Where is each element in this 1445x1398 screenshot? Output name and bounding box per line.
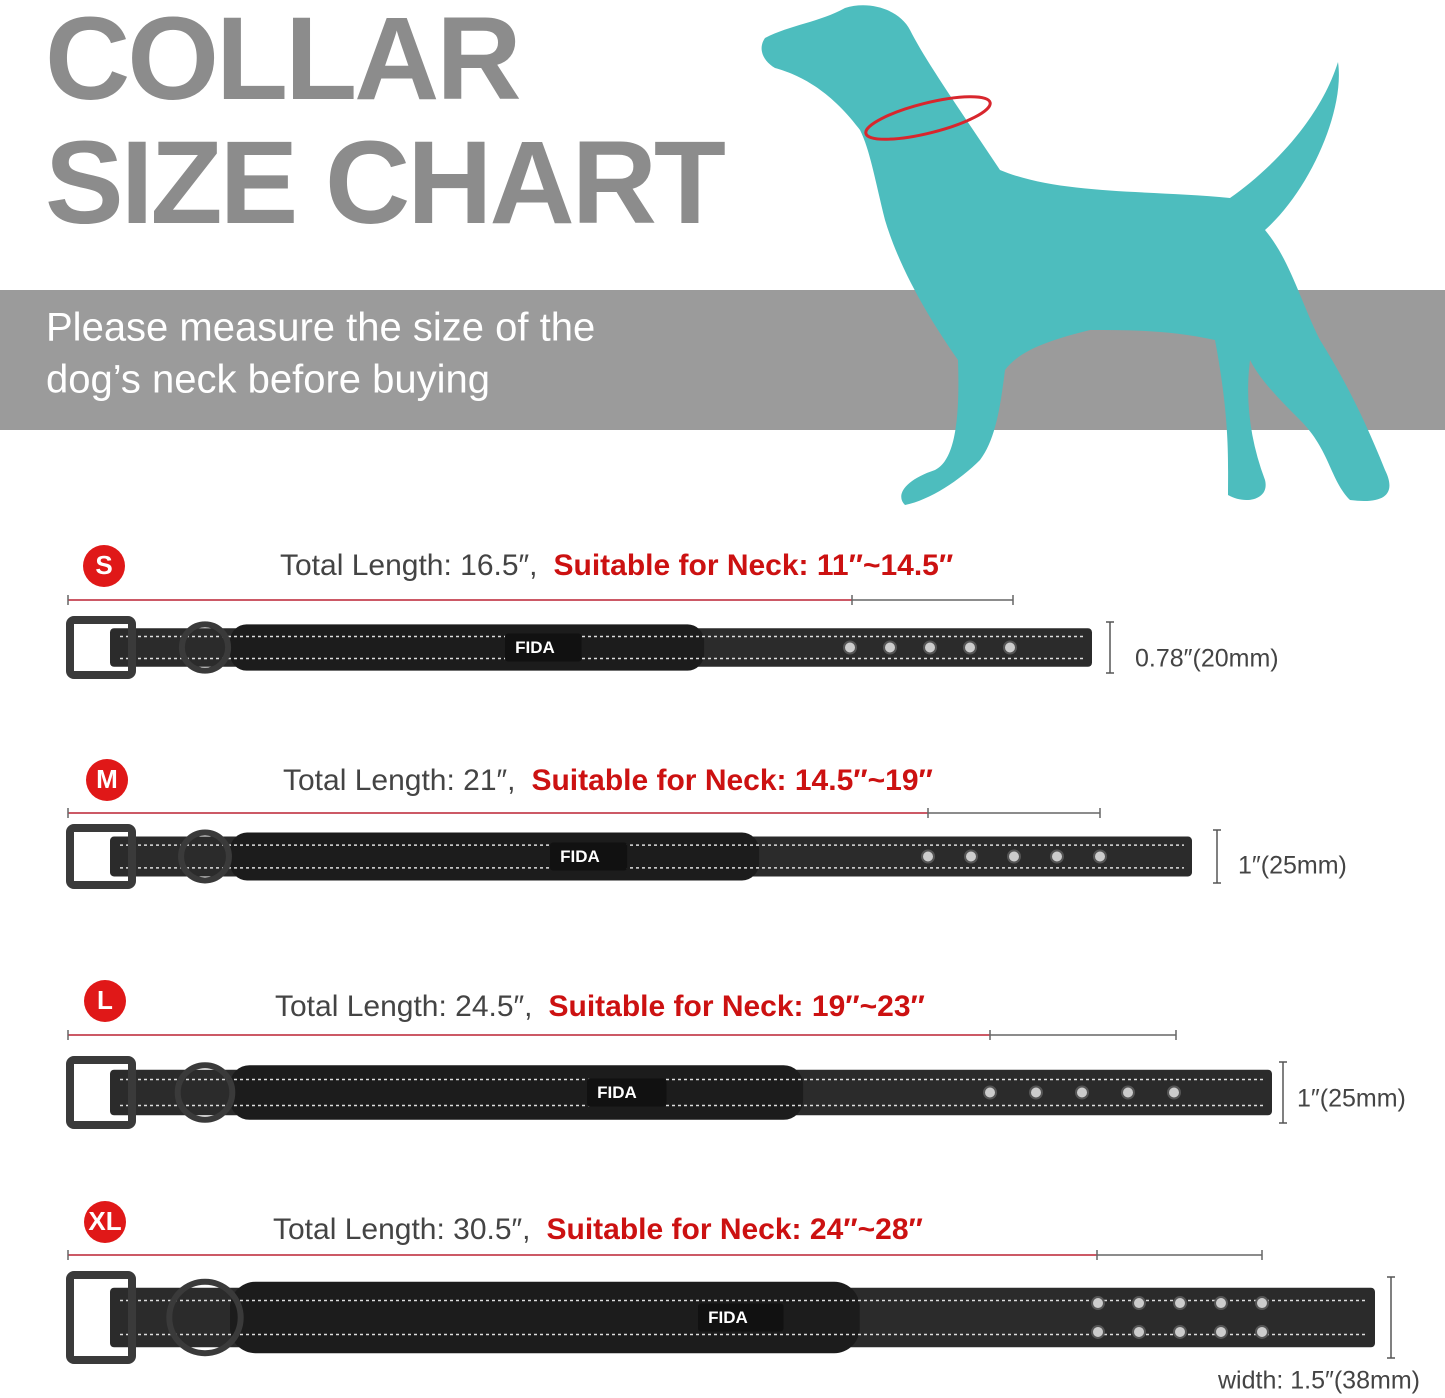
grommet: [1173, 1324, 1187, 1339]
total-length: Total Length: 21″,: [283, 764, 515, 797]
length-line: Total Length: 16.5″, Suitable for Neck: 1…: [280, 549, 953, 582]
grommet: [964, 849, 978, 864]
grommet: [921, 849, 935, 864]
collar-padding: [230, 1065, 804, 1120]
neck-marker: [864, 95, 992, 141]
collar-padding: [230, 832, 760, 881]
brand-tag: [505, 633, 582, 662]
grommet: [1132, 1296, 1146, 1311]
grommet: [1029, 1085, 1043, 1100]
size-badge-label: M: [96, 764, 118, 794]
buckle: [66, 616, 136, 679]
grommet: [843, 640, 857, 655]
title-line: SIZE CHART: [45, 117, 725, 249]
d-ring: [178, 829, 232, 884]
grommet: [1255, 1296, 1269, 1311]
width-label: 1″(25mm): [1238, 852, 1347, 880]
subtitle-line: Please measure the size of the: [46, 306, 595, 350]
total-length: Total Length: 24.5″,: [275, 990, 532, 1023]
grommet: [963, 640, 977, 655]
size-badge: [84, 1201, 126, 1243]
collar-padding: [230, 1281, 860, 1354]
grommet: [1091, 1296, 1105, 1311]
width-label: 0.78″(20mm): [1135, 645, 1279, 673]
d-ring: [174, 1062, 236, 1123]
dog-silhouette: [761, 5, 1390, 505]
suitable-neck: Suitable for Neck: 11″~14.5″: [553, 549, 953, 582]
grommet: [1093, 849, 1107, 864]
total-length: Total Length: 16.5″,: [280, 549, 537, 582]
size-badge-label: S: [95, 550, 112, 580]
title-line: COLLAR: [45, 0, 519, 125]
brand-label: FIDA: [560, 847, 600, 866]
total-length: Total Length: 30.5″,: [273, 1213, 530, 1246]
grommet: [1003, 640, 1017, 655]
brand-label: FIDA: [597, 1083, 637, 1102]
grommet: [1214, 1324, 1228, 1339]
brand-tag: [587, 1078, 667, 1107]
brand-label: FIDA: [708, 1308, 748, 1327]
buckle: [66, 824, 136, 889]
buckle: [66, 1056, 136, 1129]
length-line: Total Length: 30.5″, Suitable for Neck: 2…: [273, 1213, 923, 1246]
size-badge: [83, 545, 125, 587]
brand-tag: [698, 1303, 784, 1332]
d-ring: [178, 621, 232, 674]
length-line: Total Length: 21″, Suitable for Neck: 14.…: [283, 764, 933, 797]
buckle: [66, 1271, 136, 1364]
grommet: [923, 640, 937, 655]
suitable-neck: Suitable for Neck: 24″~28″: [546, 1213, 922, 1246]
grommet: [1091, 1324, 1105, 1339]
collar-padding: [230, 624, 705, 671]
grommet: [883, 640, 897, 655]
grommet: [1167, 1085, 1181, 1100]
suitable-neck: Suitable for Neck: 19″~23″: [548, 990, 924, 1023]
length-line: Total Length: 24.5″, Suitable for Neck: 1…: [275, 990, 925, 1023]
width-label: 1″(25mm): [1297, 1085, 1406, 1113]
size-badge-label: XL: [88, 1206, 121, 1236]
grommet: [1255, 1324, 1269, 1339]
d-ring: [166, 1278, 244, 1357]
size-badge: [86, 759, 128, 801]
grommet: [1075, 1085, 1089, 1100]
grommet: [1132, 1324, 1146, 1339]
grommet: [1121, 1085, 1135, 1100]
grommet: [1173, 1296, 1187, 1311]
grommet: [983, 1085, 997, 1100]
subtitle-line: dog’s neck before buying: [46, 358, 490, 402]
brand-tag: [550, 842, 628, 871]
brand-label: FIDA: [515, 638, 555, 657]
grommet: [1050, 849, 1064, 864]
grommet: [1214, 1296, 1228, 1311]
width-label: width: 1.5″(38mm): [1217, 1367, 1420, 1395]
size-badge-label: L: [97, 985, 113, 1015]
grommet: [1007, 849, 1021, 864]
size-badge: [84, 980, 126, 1022]
suitable-neck: Suitable for Neck: 14.5″~19″: [531, 764, 932, 797]
